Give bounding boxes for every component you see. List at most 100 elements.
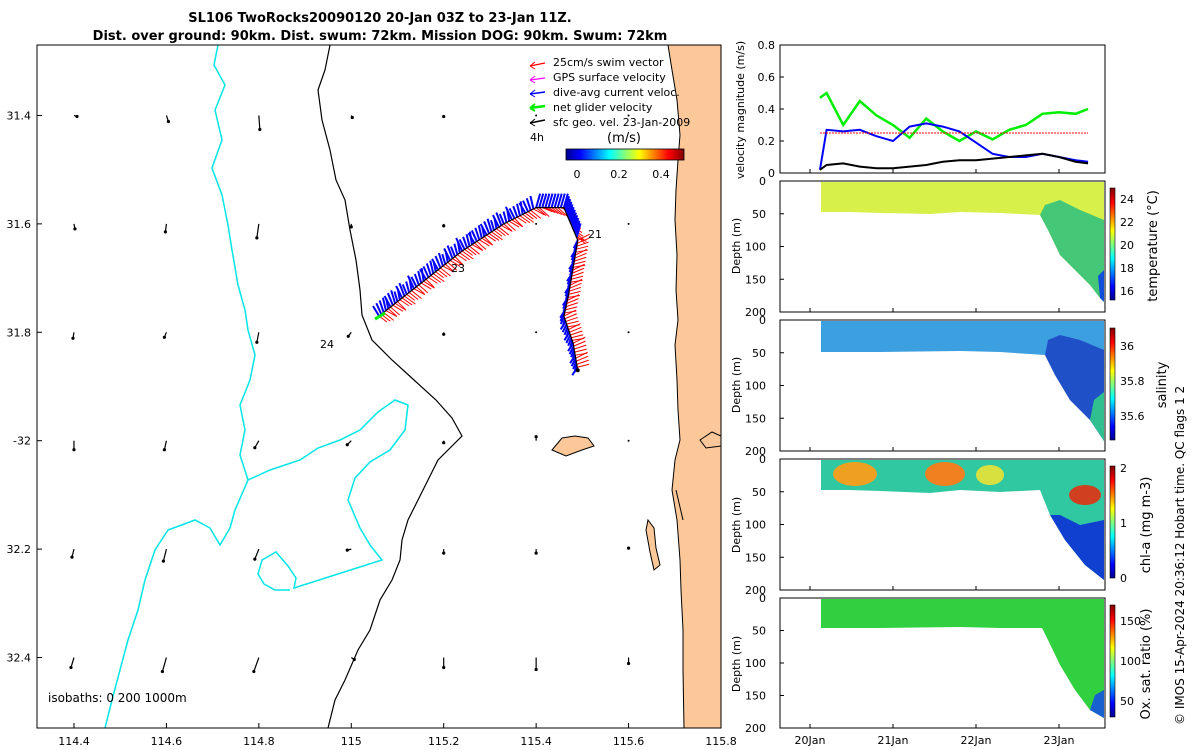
geo-arrow xyxy=(254,548,260,560)
swim-vector xyxy=(576,241,589,247)
swim-vector xyxy=(506,222,516,231)
svg-text:dive-avg current veloc.: dive-avg current veloc. xyxy=(553,86,680,99)
diveavg-vector xyxy=(567,342,574,352)
geo-arrow xyxy=(627,331,630,334)
swim-vector xyxy=(416,286,425,295)
diveavg-vector xyxy=(547,193,554,208)
diveavg-vector xyxy=(538,193,545,208)
swim-vector xyxy=(516,216,527,224)
diveavg-vector xyxy=(567,337,573,347)
diveavg-vector xyxy=(431,258,439,271)
swim-vector xyxy=(432,273,445,283)
map-x-tick-label: 115.4 xyxy=(520,735,552,748)
map-y-tick-label: 31.4 xyxy=(7,109,32,122)
swim-vector xyxy=(573,256,587,262)
swim-vector xyxy=(569,278,583,286)
map-legend: 25cm/s swim vector GPS surface velocity … xyxy=(529,56,690,181)
swim-vector xyxy=(430,275,442,283)
geo-arrow-head xyxy=(252,669,256,674)
chla-label: chl-a (mg m-3) xyxy=(1139,477,1154,574)
geo-arrow xyxy=(535,114,538,117)
swim-vector xyxy=(576,245,589,250)
diveavg-vector xyxy=(407,275,415,290)
diveavg-vector xyxy=(390,290,397,304)
swim-vector xyxy=(535,207,547,217)
swim-vector xyxy=(474,242,483,251)
diveavg-vector xyxy=(375,302,383,315)
depth-tick-label: 0 xyxy=(759,175,766,188)
map-colorbar xyxy=(565,148,685,161)
swim-vector xyxy=(444,263,454,272)
depth-tick-label: 100 xyxy=(745,657,766,670)
diveavg-vector xyxy=(512,205,519,218)
swim-vector xyxy=(469,245,480,255)
swim-vector xyxy=(575,355,589,362)
diveavg-vector xyxy=(434,255,442,269)
swim-vector xyxy=(564,310,577,314)
swim-vector xyxy=(428,276,438,284)
map-y-tick-label: 31.6 xyxy=(7,218,32,231)
swim-vector xyxy=(557,207,569,217)
swim-vector xyxy=(479,239,490,247)
swim-vector xyxy=(566,298,579,305)
depth-tick-label: 150 xyxy=(745,690,766,703)
credit-text: © IMOS 15-Apr-2024 20:36:12 Hobart time.… xyxy=(1173,386,1187,725)
diveavg-vector xyxy=(470,230,478,242)
swim-vector xyxy=(519,215,531,224)
depth-tick-label: 200 xyxy=(745,722,766,735)
svg-text:25cm/s swim vector: 25cm/s swim vector xyxy=(553,56,664,69)
velocity-series xyxy=(818,91,1089,171)
island-north xyxy=(699,431,721,449)
swim-vector xyxy=(571,271,584,277)
swim-vector xyxy=(476,241,487,250)
swim-vector xyxy=(568,323,581,331)
diveavg-vector xyxy=(567,204,574,219)
geo-arrow-head xyxy=(161,559,166,563)
time-tick-label: 23Jan xyxy=(1044,734,1075,747)
swim-vector xyxy=(459,252,471,261)
diveavg-vector xyxy=(441,253,447,265)
geo-arrow-head xyxy=(442,551,446,555)
vel-y-tick-label: 0.6 xyxy=(758,71,776,84)
swim-vector xyxy=(565,306,578,311)
diveavg-vector xyxy=(566,201,573,217)
diveavg-vector xyxy=(410,276,418,288)
isobath-1000 xyxy=(104,45,256,728)
swim-vector xyxy=(486,234,496,242)
swim-vector xyxy=(435,271,444,279)
swim-vector xyxy=(545,207,556,214)
geo-arrow-head xyxy=(345,548,349,552)
map-colorbar-label: (m/s) xyxy=(607,131,641,146)
legend-gps: GPS surface velocity xyxy=(529,71,666,84)
diveavg-vector xyxy=(525,198,532,211)
temperature-cbar-tick-2: 20 xyxy=(1120,239,1134,252)
map-y-tick-label: -32 xyxy=(13,435,31,448)
geo-arrow xyxy=(627,439,630,442)
map-colorbar-tick-0: 0 xyxy=(574,168,581,181)
map-y-tick-label: 31.8 xyxy=(7,326,32,339)
depth-tick-label: 150 xyxy=(745,273,766,286)
swim-vector xyxy=(568,290,581,295)
geo-arrow-head xyxy=(442,224,446,228)
geo-arrow-head xyxy=(162,448,167,452)
legend-net: net glider velocity xyxy=(529,101,653,114)
swim-vector xyxy=(566,294,580,301)
chla-field xyxy=(821,460,1104,580)
island xyxy=(551,435,595,457)
diveavg-vector xyxy=(570,212,577,227)
map-x-tick-label: 115.6 xyxy=(613,735,645,748)
diveavg-vector xyxy=(508,208,516,219)
chla-panel: 2 1 0 chl-a (mg m-3) Depth (m) xyxy=(730,458,1154,591)
vel-y-tick-label: 0.8 xyxy=(758,39,776,52)
swim-vector xyxy=(449,259,461,267)
map-x-tick-label: 114.6 xyxy=(151,735,183,748)
diveavg-vector xyxy=(573,217,580,233)
salinity-label: salinity xyxy=(1155,361,1170,408)
swim-vector xyxy=(575,249,588,253)
chla-ylabel: Depth (m) xyxy=(730,497,743,553)
diveavg-vector xyxy=(572,360,578,370)
diveavg-vector xyxy=(563,331,571,341)
swim-vector xyxy=(464,248,473,256)
depth-tick-label: 50 xyxy=(752,347,766,360)
depth-tick-label: 100 xyxy=(745,380,766,393)
